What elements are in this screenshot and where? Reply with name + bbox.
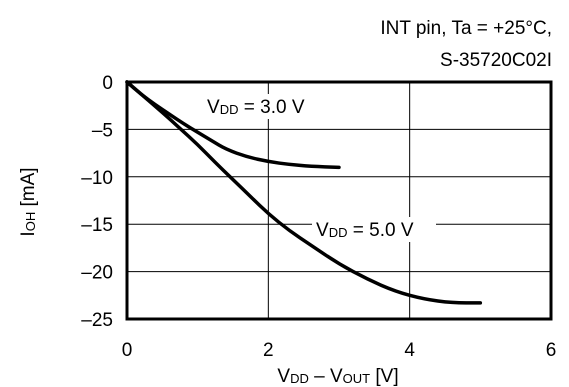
- series-line-1: [125, 80, 483, 305]
- y-axis-label: IOH [mA]: [18, 167, 39, 236]
- y-tick-label: 0: [102, 73, 113, 94]
- y-tick-label: –5: [92, 120, 113, 141]
- plot-frame: [125, 80, 553, 321]
- chart-annotation-line1: INT pin, Ta = +25°C,: [380, 18, 552, 39]
- x-tick-label: 4: [404, 340, 415, 361]
- x-axis-label: VDD – VOUT [V]: [277, 366, 398, 387]
- chart-annotation-line2: S-35720C02I: [440, 50, 552, 71]
- y-tick-label: –20: [81, 263, 113, 284]
- series-labels: VDD = 3.0 V VDD = 5.0 V: [203, 94, 436, 242]
- x-tick-label: 6: [546, 340, 557, 361]
- series-label-0: VDD = 3.0 V: [207, 97, 305, 118]
- series-label-background: [203, 94, 327, 119]
- y-tick-label: –25: [81, 310, 113, 331]
- series-line-0: [125, 80, 341, 170]
- series-label-background: [312, 217, 436, 242]
- x-tick-label: 2: [263, 340, 274, 361]
- tick-labels: 0 2 4 6 0 –5 –10 –15 –20 –25: [81, 73, 556, 361]
- data-series: [125, 80, 483, 305]
- y-tick-label: –15: [81, 215, 113, 236]
- grid-lines: [127, 82, 551, 319]
- x-tick-label: 0: [122, 340, 133, 361]
- series-label-1: VDD = 5.0 V: [316, 220, 414, 241]
- y-tick-label: –10: [81, 168, 113, 189]
